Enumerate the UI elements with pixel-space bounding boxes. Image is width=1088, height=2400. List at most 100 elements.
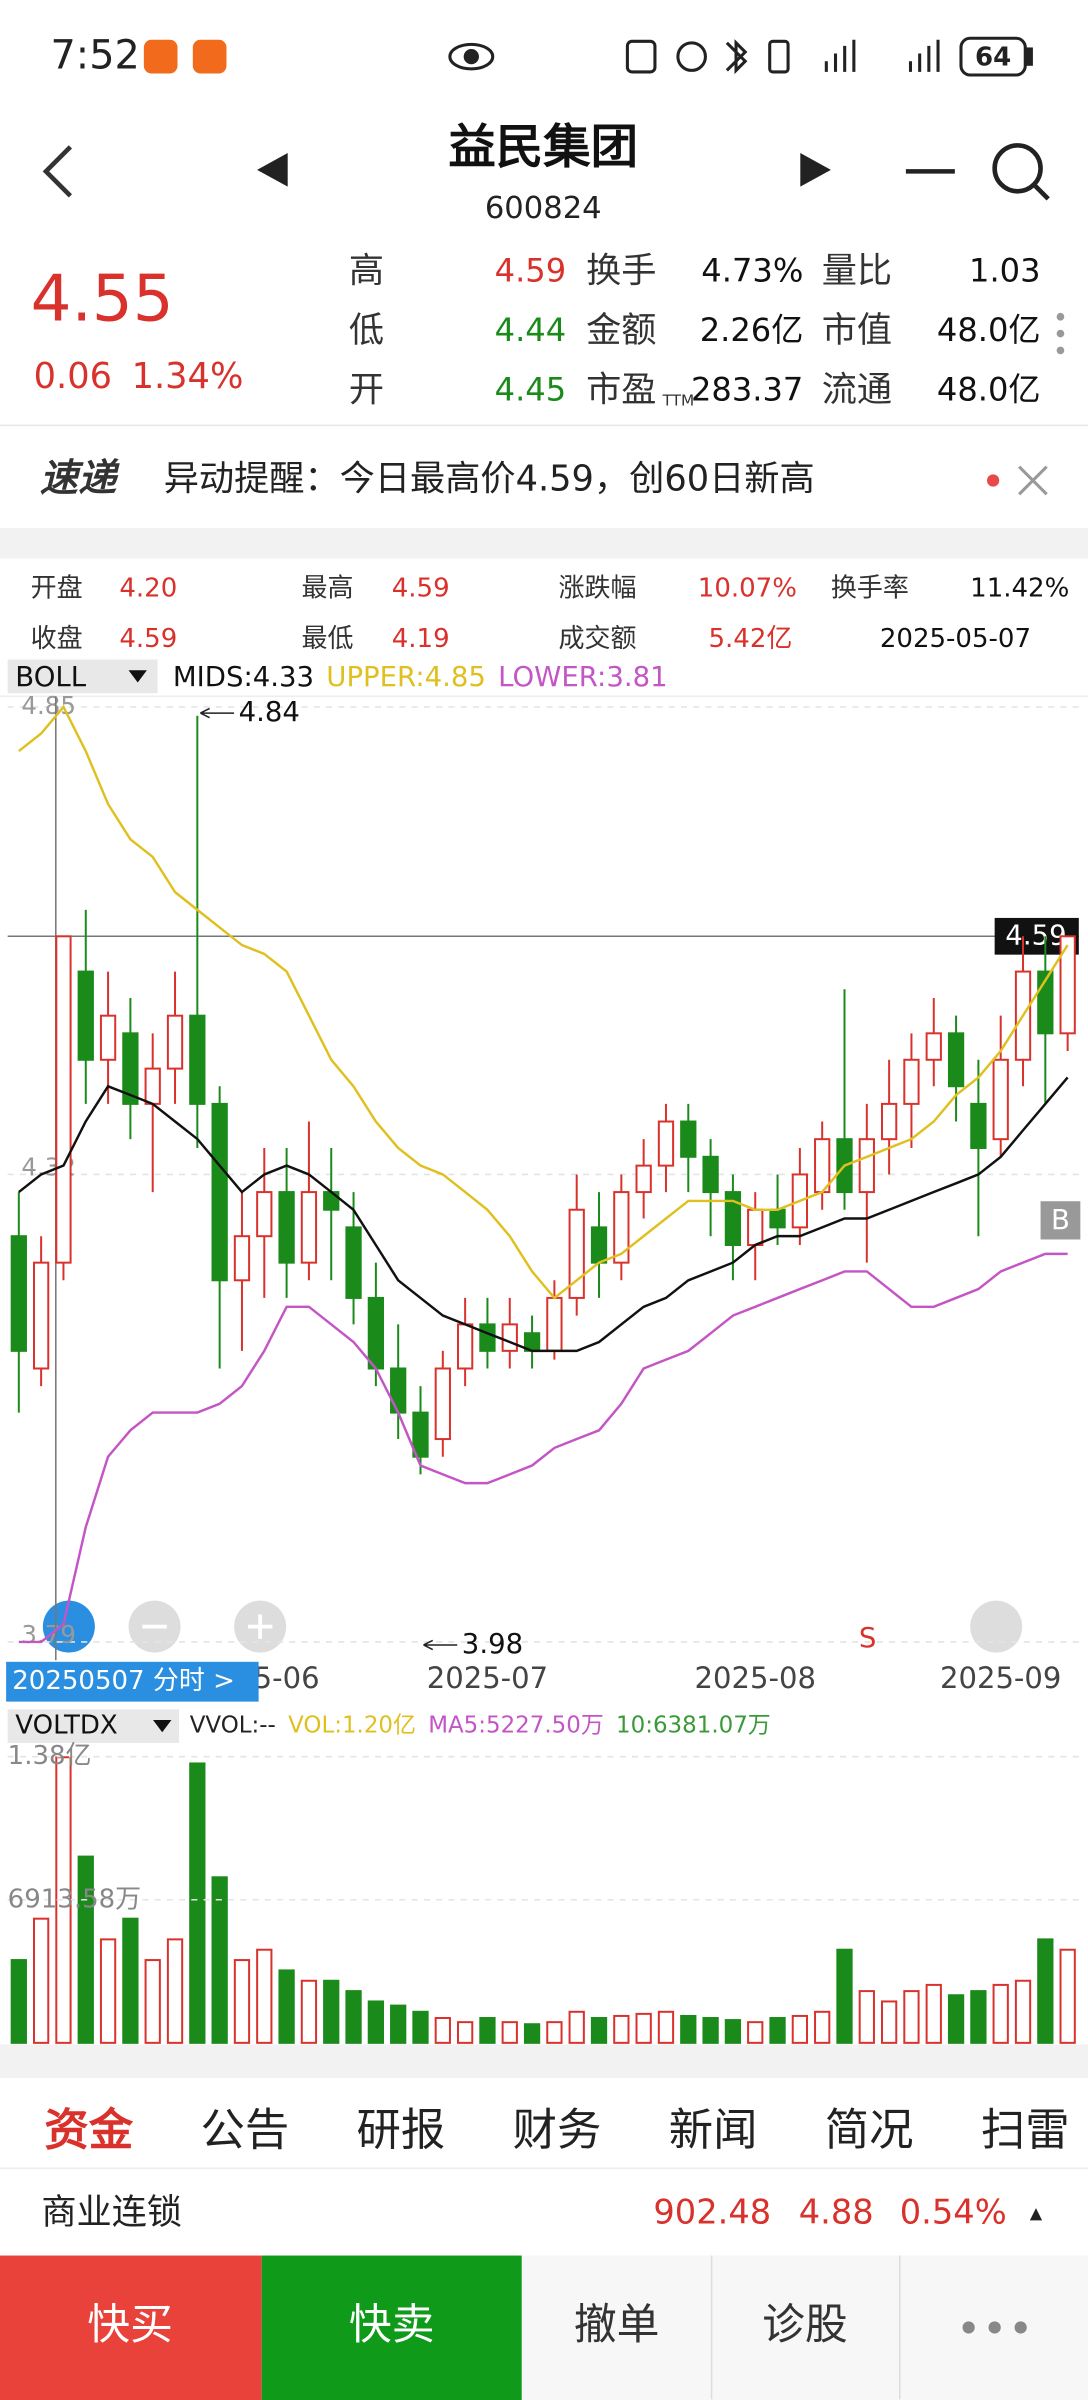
info-value: 5.42亿: [708, 624, 792, 654]
dropdown: [128, 670, 147, 683]
quote-label-sub: TTM: [662, 391, 695, 409]
indicator-name: VOLTDX: [15, 1711, 117, 1741]
overlay-box[interactable]: [6, 1661, 259, 1702]
tab[interactable]: 新闻: [669, 2105, 758, 2156]
volume-bar: [345, 1990, 362, 2044]
volume-bar: [233, 1959, 251, 2044]
action-button[interactable]: 快买: [87, 2300, 173, 2350]
info-value: 4.59: [119, 624, 177, 654]
candle-body: [501, 1323, 518, 1352]
action-button[interactable]: 快卖: [349, 2300, 435, 2350]
signal: S: [859, 1622, 876, 1654]
quote-label: 量比: [822, 250, 892, 291]
candle-body: [613, 1191, 630, 1264]
prev-stock[interactable]: [257, 153, 288, 187]
candle-body: [858, 1138, 875, 1194]
tab[interactable]: 财务: [513, 2105, 602, 2156]
legend-entry: MIDS:4.33: [173, 661, 314, 693]
quote-label: 市盈: [586, 370, 656, 411]
candle-body: [657, 1120, 675, 1167]
x-tick-label: 2025-09: [940, 1661, 1061, 1695]
candle-body: [724, 1191, 742, 1247]
overlay-label: 20250507 分时 >: [12, 1666, 235, 1696]
signal: B: [1051, 1204, 1070, 1236]
candle-body: [390, 1367, 407, 1414]
candle-body: [256, 1191, 273, 1238]
candle-body: [345, 1226, 362, 1299]
volume-legend-box[interactable]: [7, 1709, 180, 1743]
tab[interactable]: 研报: [357, 2105, 446, 2156]
candle-body: [970, 1102, 987, 1149]
candle-body: [903, 1058, 920, 1105]
gap: [0, 2044, 1088, 2079]
back-button[interactable]: [42, 145, 73, 198]
quick-buy[interactable]: [0, 2255, 262, 2400]
candle-body: [702, 1155, 719, 1194]
tab[interactable]: 公告: [200, 2105, 289, 2156]
candle-body: [769, 1208, 786, 1229]
tab[interactable]: 简况: [825, 2105, 914, 2156]
volume-bar: [523, 2023, 541, 2044]
annotation: 4.84: [239, 696, 300, 728]
candle-body: [166, 1014, 184, 1070]
more-dots[interactable]: [1056, 312, 1065, 355]
x-tick-label: 2025-08: [695, 1661, 816, 1695]
candle-body: [144, 1067, 161, 1105]
tab[interactable]: 资金: [44, 2105, 133, 2156]
quick-sell[interactable]: [261, 2255, 522, 2400]
candle-body: [680, 1120, 697, 1158]
volume-bar: [970, 1990, 987, 2044]
x-tick-label: 2025-07: [427, 1661, 548, 1695]
candle-body: [992, 1058, 1009, 1141]
volume-bar: [412, 2010, 429, 2044]
info-value: 4.20: [119, 574, 177, 604]
quote-value: 283.37: [691, 371, 803, 409]
boll-line: [18, 1076, 1069, 1353]
candle-body: [32, 1261, 50, 1370]
sector-index: 902.48: [653, 2193, 771, 2232]
annotation-arrow: [423, 1639, 458, 1651]
info-value: 2025-05-07: [880, 624, 1031, 654]
action-button[interactable]: 诊股: [762, 2300, 848, 2350]
volume-bar: [791, 2014, 809, 2044]
fullscreen[interactable]: [970, 1600, 1023, 1653]
candle-body: [814, 1138, 831, 1194]
notice-text: 异动提醒：今日最高价4.59，创60日新高: [164, 458, 815, 499]
volume-bar: [657, 2010, 675, 2044]
search-button[interactable]: [992, 143, 1050, 201]
info-value: 4.19: [392, 624, 450, 654]
legend-entry: UPPER:4.85: [326, 661, 486, 693]
crosshair-label: 4.59: [1005, 919, 1066, 951]
quote-label: 金额: [586, 310, 656, 351]
volume-bar: [211, 1876, 228, 2044]
close-notice[interactable]: [1018, 465, 1048, 496]
quote-value: 4.45: [495, 371, 567, 409]
price-legend-box[interactable]: [7, 659, 158, 694]
action-button[interactable]: 撤单: [574, 2300, 660, 2350]
next-stock[interactable]: [800, 153, 831, 187]
volume-bar: [479, 2017, 496, 2044]
info-label: 最低: [301, 624, 353, 654]
clock: 7:52: [51, 33, 140, 79]
volume-bar: [836, 1948, 853, 2044]
volume-bar: [568, 2010, 585, 2044]
tab[interactable]: 扫雷: [981, 2105, 1070, 2156]
volume-bar: [1037, 1938, 1054, 2044]
stock-code: 600824: [485, 191, 602, 226]
volume-bar: [702, 2017, 719, 2044]
indicator-name: BOLL: [15, 661, 86, 693]
volume-bar: [323, 1979, 340, 2044]
volume-bar: [99, 1938, 117, 2044]
candle-body: [747, 1208, 764, 1247]
legend-entry: VOL:1.20亿: [288, 1713, 416, 1739]
x-tick-label: 5-06: [254, 1661, 320, 1695]
quote-value: 1.03: [969, 251, 1041, 289]
info-value: 10.07%: [698, 574, 797, 604]
gap: [0, 527, 1088, 559]
candle-body: [456, 1323, 474, 1370]
more-actions[interactable]: [962, 2321, 1027, 2334]
price: 4.55: [31, 262, 174, 337]
candle-body: [434, 1367, 451, 1441]
info-label: 开盘: [31, 574, 83, 604]
